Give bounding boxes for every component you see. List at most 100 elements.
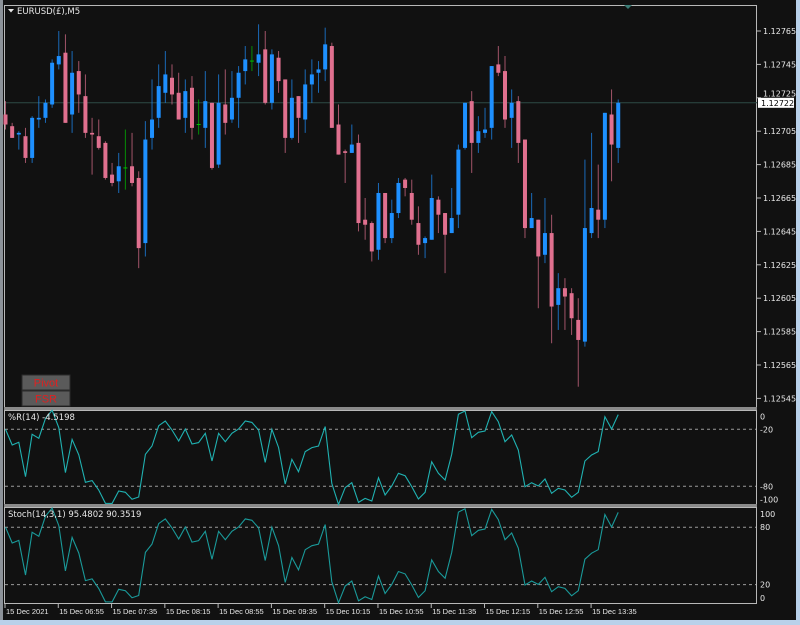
candle xyxy=(176,72,181,120)
candle xyxy=(70,51,75,133)
candle-body xyxy=(103,142,108,178)
candle-body xyxy=(476,131,481,143)
candle xyxy=(16,131,21,150)
time-label: 15 Dec 09:35 xyxy=(272,607,317,616)
candle xyxy=(329,42,334,128)
candle xyxy=(496,46,501,77)
candle-body xyxy=(283,79,288,138)
candle xyxy=(303,69,308,133)
candle xyxy=(343,149,348,183)
candle-body xyxy=(176,92,181,120)
candle-body xyxy=(409,192,414,220)
current-price-label: 1.12722 xyxy=(761,99,794,108)
candle-body xyxy=(236,72,241,98)
candle xyxy=(316,61,321,93)
candle xyxy=(116,152,121,193)
candle xyxy=(529,192,534,229)
candle xyxy=(209,102,214,170)
price-axis: 1.12765 1.12745 1.12725 1.12705 1.12685 1.126… xyxy=(757,27,796,403)
candle xyxy=(189,76,194,140)
candle xyxy=(50,59,55,108)
candle xyxy=(23,127,28,163)
candle-body xyxy=(423,238,428,244)
candle-body xyxy=(243,59,248,72)
candle xyxy=(369,221,374,262)
candle xyxy=(489,66,494,140)
candle xyxy=(90,117,95,175)
price-label: 1.12545 xyxy=(763,394,796,403)
candle xyxy=(589,132,594,239)
candle-body xyxy=(383,192,388,239)
candle xyxy=(216,74,221,168)
panel-separator[interactable] xyxy=(4,407,757,410)
candle xyxy=(396,177,401,219)
candle xyxy=(289,79,294,140)
candle xyxy=(416,206,421,255)
candle-body xyxy=(116,166,121,182)
candle-body xyxy=(76,71,81,95)
candle xyxy=(389,199,394,244)
candle-body xyxy=(549,233,554,307)
candle xyxy=(3,101,8,130)
time-label: 15 Dec 12:55 xyxy=(539,607,584,616)
candle xyxy=(223,69,228,135)
candle-body xyxy=(223,104,228,123)
left-border xyxy=(0,0,3,620)
candle-body xyxy=(170,77,174,95)
price-label: 1.12725 xyxy=(763,89,796,98)
candle-body xyxy=(50,62,55,105)
candle xyxy=(449,187,454,234)
candle xyxy=(443,213,448,274)
candle xyxy=(602,112,607,229)
indicator-axis-label: 20 xyxy=(760,581,770,590)
candle xyxy=(436,196,441,234)
candle-body xyxy=(336,124,341,155)
panel-separator[interactable] xyxy=(4,504,757,507)
time-label: 15 Dec 07:35 xyxy=(113,607,158,616)
symbol-menu-triangle-icon[interactable] xyxy=(8,9,14,13)
candle-body xyxy=(36,117,41,120)
candle-body xyxy=(536,219,541,257)
candle-body xyxy=(16,132,21,135)
pivot-button[interactable]: Pivot xyxy=(21,374,71,391)
candle-body xyxy=(163,74,168,93)
candle-body xyxy=(316,69,321,73)
candle-body xyxy=(303,84,308,120)
candle-body xyxy=(269,54,274,103)
candle-body xyxy=(496,64,501,73)
fsr-button[interactable]: FSR xyxy=(21,390,71,407)
candle xyxy=(476,116,481,153)
candle-body xyxy=(596,209,601,220)
candle-body xyxy=(83,96,88,133)
candle xyxy=(203,71,208,148)
chart-shift-marker-icon[interactable] xyxy=(624,5,632,9)
candle-body xyxy=(389,213,394,239)
candle xyxy=(96,119,101,150)
time-label: 15 Dec 13:35 xyxy=(592,607,637,616)
candle xyxy=(363,198,368,240)
candle xyxy=(503,56,507,128)
candle-body xyxy=(503,71,507,120)
time-label: 15 Dec 06:55 xyxy=(59,607,104,616)
candle xyxy=(43,99,48,123)
indicator-axis-label: 80 xyxy=(760,523,770,532)
candle-body xyxy=(483,129,488,133)
candle-body xyxy=(509,102,514,118)
candle xyxy=(249,46,254,72)
price-label: 1.12765 xyxy=(763,27,796,36)
price-label: 1.12585 xyxy=(763,328,796,337)
candle xyxy=(536,219,541,309)
candle xyxy=(582,159,587,347)
candle-body xyxy=(489,66,494,128)
wr-title: %R(14) -4.5198 xyxy=(8,413,75,423)
candle-body xyxy=(369,223,374,252)
wr-indicator: 0 -20 -80 -100 xyxy=(4,409,778,507)
candle xyxy=(103,141,108,180)
time-label: 15 Dec 12:15 xyxy=(486,607,531,616)
candle-body xyxy=(343,151,348,153)
candle-body xyxy=(529,218,534,229)
candle xyxy=(542,198,547,264)
price-label: 1.12565 xyxy=(763,361,796,370)
